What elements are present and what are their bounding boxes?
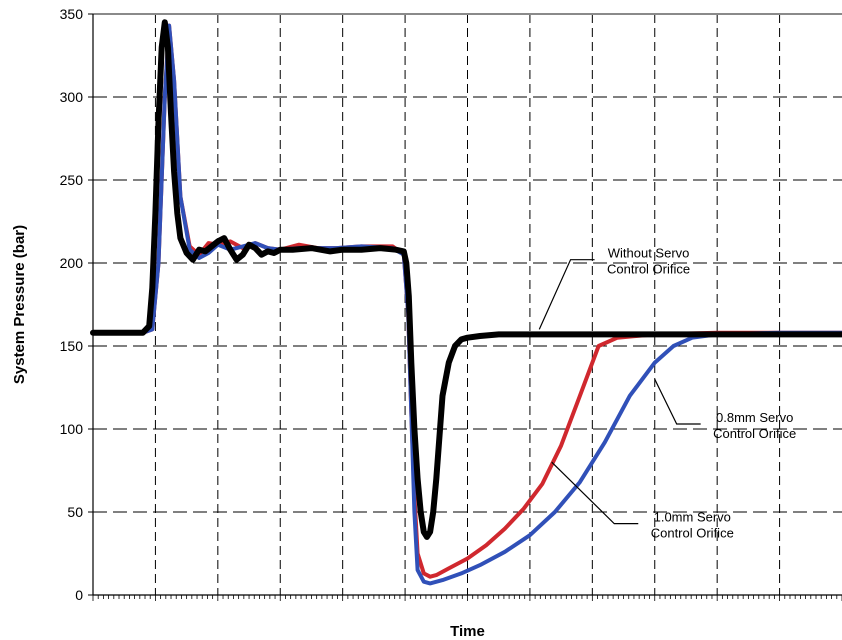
x-minor-ticks bbox=[92, 595, 842, 601]
annotation-label-2: Control Orifice bbox=[713, 426, 796, 441]
annotation-leader-2 bbox=[654, 378, 701, 425]
annotation-label-1: Without Servo bbox=[608, 246, 690, 261]
annotation-label-3: Control Orifice bbox=[651, 526, 734, 541]
annotation-leader-3 bbox=[551, 461, 639, 525]
annotation-leader-1 bbox=[538, 259, 595, 330]
grid bbox=[93, 13, 842, 595]
y-tick-label: 150 bbox=[60, 338, 84, 354]
y-tick-label: 200 bbox=[60, 255, 84, 271]
series-group bbox=[90, 19, 842, 586]
annotation-label-1: Control Orifice bbox=[607, 262, 690, 277]
axes bbox=[88, 13, 842, 596]
y-tick-labels: 0 50 100 150 200 250 300 350 bbox=[60, 6, 84, 603]
y-tick-label: 0 bbox=[75, 587, 83, 603]
y-tick-label: 100 bbox=[60, 421, 84, 437]
x-axis-title: Time bbox=[450, 623, 485, 640]
y-tick-label: 300 bbox=[60, 89, 84, 105]
y-tick-label: 350 bbox=[60, 6, 84, 22]
series-line-2 bbox=[91, 23, 842, 586]
y-axis-title: System Pressure (bar) bbox=[11, 225, 28, 384]
annotation-label-3: 1.0mm Servo bbox=[654, 510, 731, 525]
annotation-label-2: 0.8mm Servo bbox=[716, 410, 793, 425]
y-tick-label: 250 bbox=[60, 172, 84, 188]
y-tick-label: 50 bbox=[67, 504, 83, 520]
series-line-3 bbox=[90, 19, 842, 540]
